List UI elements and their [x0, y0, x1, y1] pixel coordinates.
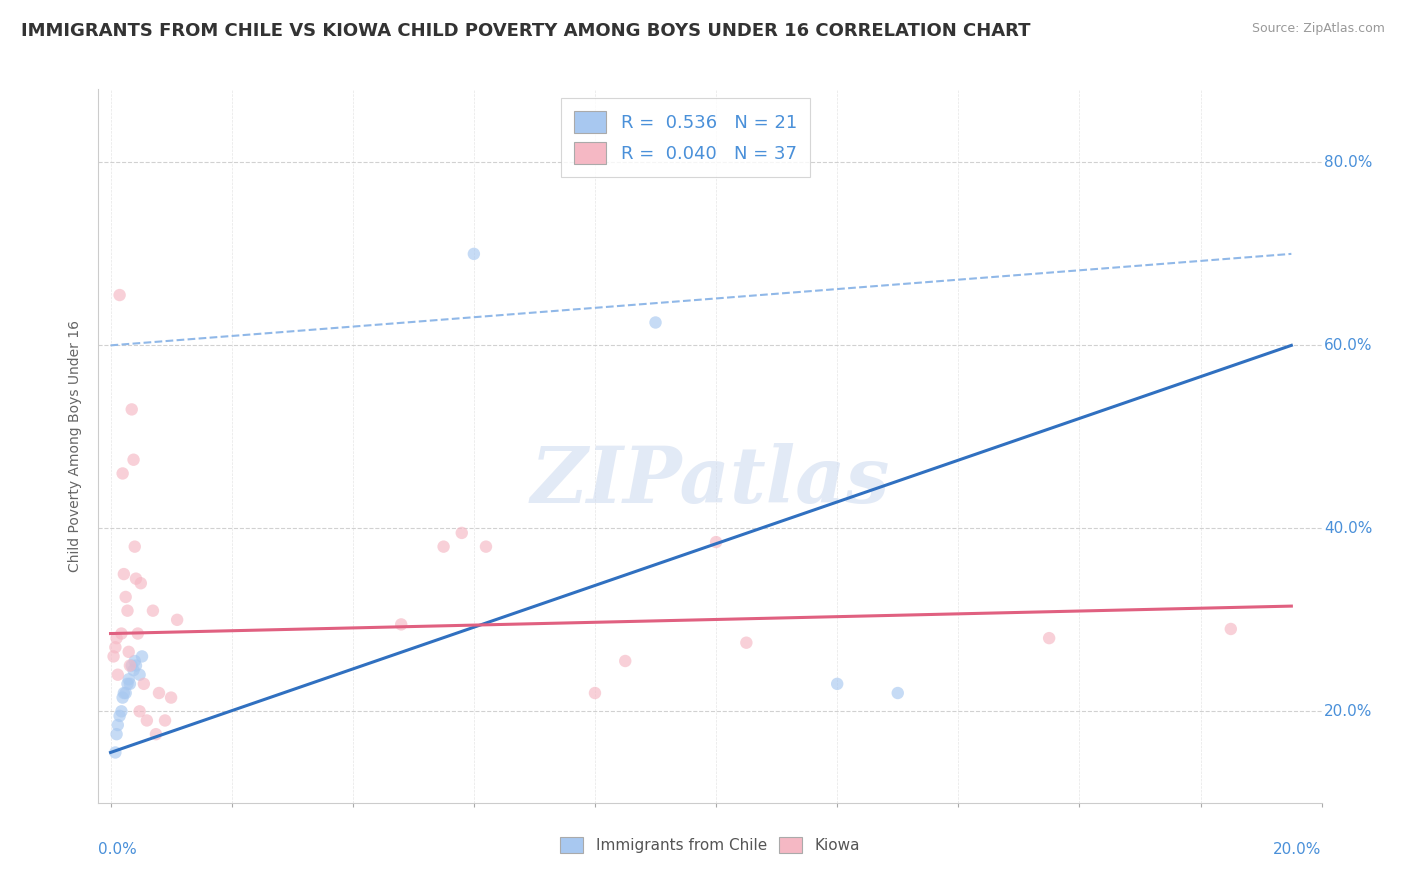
Point [105, 631, 128, 645]
Point [124, 654, 146, 668]
Point [117, 604, 139, 618]
Point [128, 667, 150, 681]
Point [389, 617, 412, 632]
Point [125, 572, 148, 586]
Point [704, 535, 727, 549]
Point [122, 452, 145, 467]
Text: 80.0%: 80.0% [1324, 155, 1372, 169]
Point [145, 727, 167, 741]
Point [111, 467, 134, 481]
Point [112, 686, 135, 700]
Text: 40.0%: 40.0% [1324, 521, 1372, 536]
Point [118, 673, 141, 687]
Point [735, 636, 758, 650]
Point [108, 288, 131, 302]
Point [103, 649, 125, 664]
Point [121, 402, 143, 417]
Point [148, 686, 170, 700]
Point [108, 709, 131, 723]
Point [124, 540, 146, 554]
Text: 20.0%: 20.0% [1324, 704, 1372, 719]
Point [107, 718, 129, 732]
Point [1219, 622, 1241, 636]
Point [1038, 631, 1060, 645]
Point [105, 727, 128, 741]
Point [614, 654, 637, 668]
Point [112, 567, 135, 582]
Point [463, 247, 485, 261]
Point [153, 714, 176, 728]
Legend: Immigrants from Chile, Kiowa: Immigrants from Chile, Kiowa [554, 831, 866, 859]
Text: 0.0%: 0.0% [98, 842, 138, 857]
Point [135, 714, 157, 728]
Point [129, 576, 152, 591]
Point [118, 645, 141, 659]
Point [118, 677, 141, 691]
Point [121, 658, 143, 673]
Point [825, 677, 848, 691]
Point [125, 658, 148, 673]
Point [114, 686, 136, 700]
Point [104, 746, 127, 760]
Y-axis label: Child Poverty Among Boys Under 16: Child Poverty Among Boys Under 16 [69, 320, 83, 572]
Point [104, 640, 127, 655]
Point [160, 690, 183, 705]
Point [128, 704, 150, 718]
Point [110, 626, 132, 640]
Text: 20.0%: 20.0% [1274, 842, 1322, 857]
Point [114, 590, 136, 604]
Point [432, 540, 454, 554]
Point [142, 604, 165, 618]
Point [111, 690, 134, 705]
Text: IMMIGRANTS FROM CHILE VS KIOWA CHILD POVERTY AMONG BOYS UNDER 16 CORRELATION CHA: IMMIGRANTS FROM CHILE VS KIOWA CHILD POV… [21, 22, 1031, 40]
Point [644, 316, 666, 330]
Point [118, 658, 141, 673]
Text: 60.0%: 60.0% [1324, 338, 1372, 353]
Text: ZIPatlas: ZIPatlas [530, 443, 890, 520]
Point [131, 649, 153, 664]
Point [132, 677, 155, 691]
Point [450, 525, 472, 540]
Point [166, 613, 188, 627]
Point [117, 677, 139, 691]
Point [110, 704, 132, 718]
Point [583, 686, 606, 700]
Point [107, 667, 129, 681]
Point [475, 540, 498, 554]
Point [127, 626, 149, 640]
Point [887, 686, 910, 700]
Text: Source: ZipAtlas.com: Source: ZipAtlas.com [1251, 22, 1385, 36]
Point [122, 663, 145, 677]
